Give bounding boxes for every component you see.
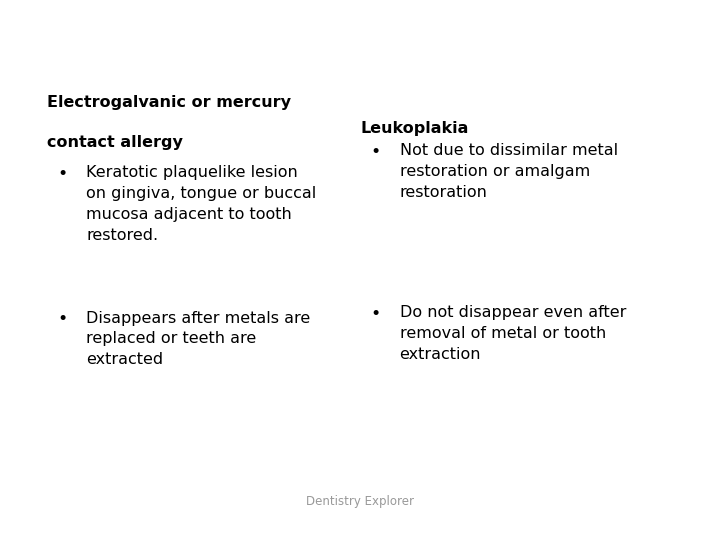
Text: Keratotic plaquelike lesion
on gingiva, tongue or buccal
mucosa adjacent to toot: Keratotic plaquelike lesion on gingiva, … [86, 165, 317, 242]
Text: •: • [58, 165, 68, 183]
Text: Leukoplakia: Leukoplakia [360, 122, 469, 137]
Text: contact allergy: contact allergy [47, 135, 183, 150]
Text: •: • [371, 305, 381, 323]
Text: •: • [58, 310, 68, 328]
Text: Electrogalvanic or mercury: Electrogalvanic or mercury [47, 94, 291, 110]
Text: Dentistry Explorer: Dentistry Explorer [306, 495, 414, 508]
Text: Disappears after metals are
replaced or teeth are
extracted: Disappears after metals are replaced or … [86, 310, 310, 368]
Text: •: • [371, 143, 381, 161]
Text: Do not disappear even after
removal of metal or tooth
extraction: Do not disappear even after removal of m… [400, 305, 626, 362]
Text: Not due to dissimilar metal
restoration or amalgam
restoration: Not due to dissimilar metal restoration … [400, 143, 618, 200]
